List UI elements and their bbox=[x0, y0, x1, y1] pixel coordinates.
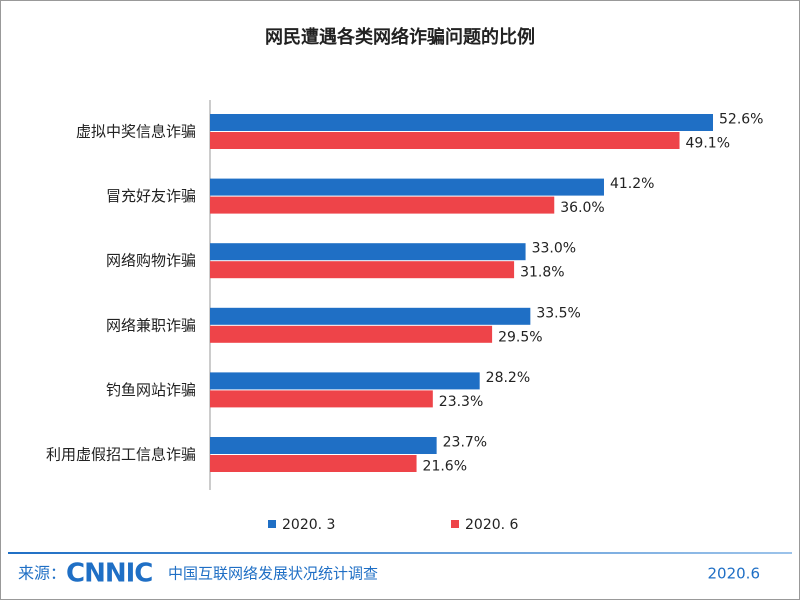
value-label: 49.1% bbox=[686, 136, 730, 152]
value-label: 41.2% bbox=[610, 176, 654, 192]
value-label: 33.5% bbox=[536, 305, 580, 321]
legend-label: 2020. 6 bbox=[465, 517, 519, 533]
value-label: 36.0% bbox=[560, 200, 604, 216]
footer-rule bbox=[8, 552, 792, 554]
y-tick-label: 冒充好友诈骗 bbox=[106, 187, 196, 205]
chart-title: 网民遭遇各类网络诈骗问题的比例 bbox=[265, 26, 535, 48]
value-label: 23.7% bbox=[443, 435, 487, 451]
value-label: 28.2% bbox=[486, 370, 530, 386]
y-tick-label: 网络购物诈骗 bbox=[106, 252, 196, 270]
value-label: 31.8% bbox=[520, 265, 564, 281]
footer-org: 中国互联网络发展状况统计调查 bbox=[168, 565, 378, 583]
value-label: 29.5% bbox=[498, 329, 542, 345]
footer-date: 2020.6 bbox=[708, 565, 761, 583]
bar bbox=[210, 178, 604, 196]
bar bbox=[210, 372, 480, 390]
bar bbox=[210, 114, 713, 131]
legend-swatch bbox=[451, 520, 459, 528]
bar bbox=[210, 243, 526, 261]
value-label: 33.0% bbox=[532, 241, 576, 257]
footer-source: 来源： bbox=[18, 564, 66, 583]
value-label: 23.3% bbox=[439, 394, 483, 410]
bar bbox=[210, 437, 437, 454]
y-tick-label: 网络兼职诈骗 bbox=[106, 316, 196, 334]
bar bbox=[210, 132, 680, 149]
value-label: 52.6% bbox=[719, 112, 763, 128]
legend-swatch bbox=[268, 520, 276, 528]
y-tick-label: 钓鱼网站诈骗 bbox=[106, 381, 196, 399]
bar bbox=[210, 261, 515, 279]
footer-logo: CNNIC bbox=[66, 559, 152, 589]
bar bbox=[210, 196, 555, 214]
bar bbox=[210, 325, 493, 343]
legend-label: 2020. 3 bbox=[282, 517, 335, 533]
bar bbox=[210, 307, 531, 325]
y-tick-label: 利用虚假招工信息诈骗 bbox=[46, 446, 196, 464]
value-label: 21.6% bbox=[423, 459, 467, 475]
bar bbox=[210, 455, 417, 472]
y-tick-label: 虚拟中奖信息诈骗 bbox=[76, 123, 196, 141]
bar bbox=[210, 390, 433, 408]
